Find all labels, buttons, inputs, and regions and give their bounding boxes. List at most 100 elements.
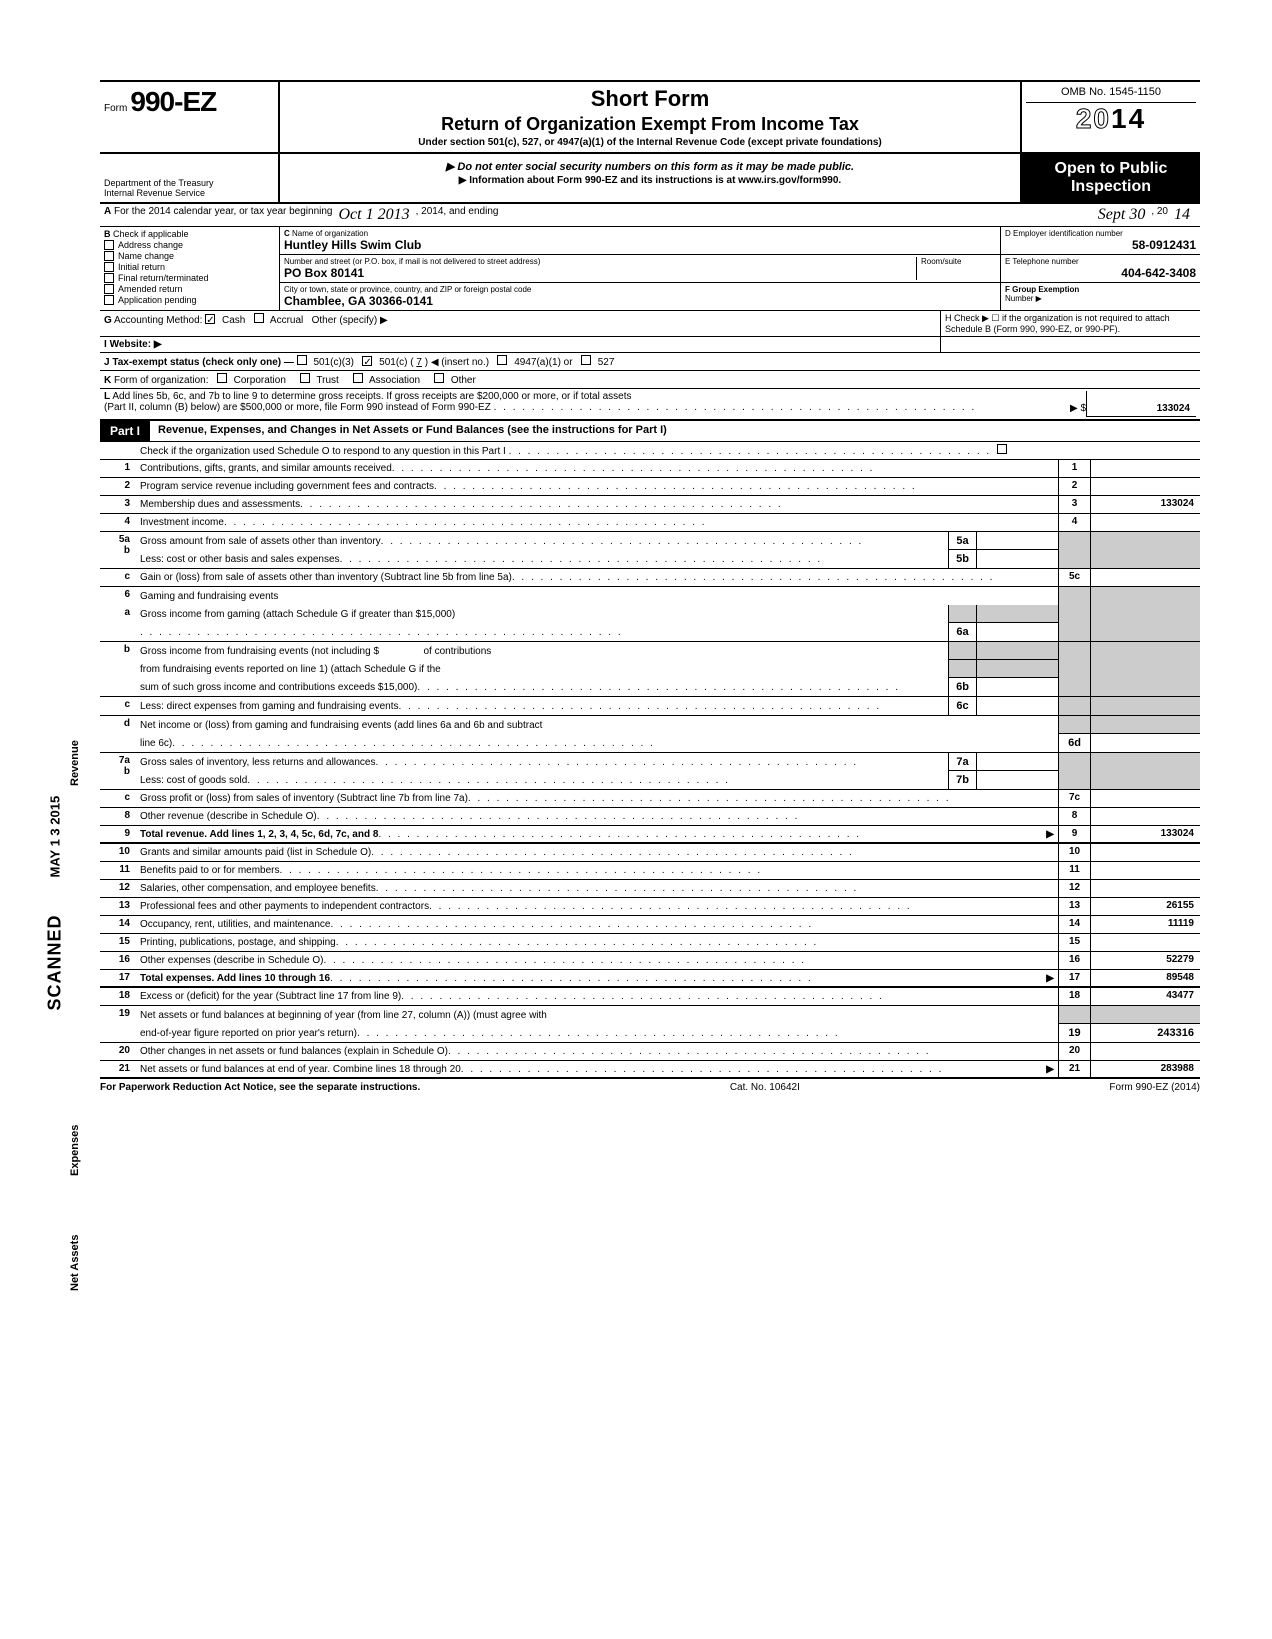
netassets-label: Net Assets: [69, 1235, 81, 1291]
part1-header: Part I Revenue, Expenses, and Changes in…: [100, 421, 1200, 442]
line-16-amt: 52279: [1090, 952, 1200, 969]
line-11: 11 Benefits paid to or for members 11: [100, 862, 1200, 880]
col-c: C Name of organization Huntley Hills Swi…: [280, 227, 1200, 310]
line-14-amt: 11119: [1090, 916, 1200, 933]
cb-501c[interactable]: [362, 356, 372, 366]
part1-title: Revenue, Expenses, and Changes in Net As…: [150, 421, 1200, 441]
header-right: OMB No. 1545-1150 2014: [1020, 82, 1200, 152]
section-bcdef: B Check if applicable Address change Nam…: [100, 227, 1200, 311]
line-17-amt: 89548: [1090, 970, 1200, 986]
row-j: J Tax-exempt status (check only one) — 5…: [100, 353, 1200, 371]
line-6a: a Gross income from gaming (attach Sched…: [100, 605, 1200, 642]
line-18-amt: 43477: [1090, 988, 1200, 1005]
cb-cash[interactable]: [205, 314, 215, 324]
header-left: Form 990-EZ: [100, 82, 280, 152]
line-4: 4 Investment income 4: [100, 514, 1200, 532]
row-i: I Website: ▶: [100, 337, 1200, 353]
line-9-amt: 133024: [1090, 826, 1200, 842]
line-15: 15 Printing, publications, postage, and …: [100, 934, 1200, 952]
line-19: 19 Net assets or fund balances at beginn…: [100, 1006, 1200, 1043]
line-1: 1 Contributions, gifts, grants, and simi…: [100, 460, 1200, 478]
line-3: 3 Membership dues and assessments 3 1330…: [100, 496, 1200, 514]
footer: For Paperwork Reduction Act Notice, see …: [100, 1079, 1200, 1096]
header-row: Form 990-EZ Short Form Return of Organiz…: [100, 80, 1200, 154]
row-a: A For the 2014 calendar year, or tax yea…: [100, 204, 1200, 227]
cb-assoc[interactable]: [353, 373, 363, 383]
line-16: 16 Other expenses (describe in Schedule …: [100, 952, 1200, 970]
line-2: 2 Program service revenue including gove…: [100, 478, 1200, 496]
cb-amended-return[interactable]: Amended return: [104, 284, 275, 294]
line-8: 8 Other revenue (describe in Schedule O)…: [100, 808, 1200, 826]
revenue-label: Revenue: [69, 740, 81, 786]
cb-other[interactable]: [434, 373, 444, 383]
line-21-amt: 283988: [1090, 1061, 1200, 1077]
line-3-amt: 133024: [1090, 496, 1200, 513]
phone-label: E Telephone number: [1005, 257, 1196, 266]
city-value: Chamblee, GA 30366-0141: [284, 294, 996, 308]
cb-name-change[interactable]: Name change: [104, 251, 275, 261]
row-l: L Add lines 5b, 6c, and 7b to line 9 to …: [100, 389, 1200, 421]
cb-application-pending[interactable]: Application pending: [104, 295, 275, 305]
tax-year: 2014: [1026, 103, 1196, 135]
line-14: 14 Occupancy, rent, utilities, and maint…: [100, 916, 1200, 934]
cb-final-return[interactable]: Final return/terminated: [104, 273, 275, 283]
row2: Department of the Treasury Internal Reve…: [100, 154, 1200, 204]
line-6: 6 Gaming and fundraising events: [100, 587, 1200, 605]
line-6d: d Net income or (loss) from gaming and f…: [100, 716, 1200, 753]
form-990ez: Form 990-EZ Short Form Return of Organiz…: [100, 80, 1200, 1096]
line-5ab: 5ab Gross amount from sale of assets oth…: [100, 532, 1200, 569]
line-21: 21 Net assets or fund balances at end of…: [100, 1061, 1200, 1079]
line-17: 17 Total expenses. Add lines 10 through …: [100, 970, 1200, 988]
org-name: Huntley Hills Swim Club: [284, 238, 996, 252]
line-6c: c Less: direct expenses from gaming and …: [100, 697, 1200, 716]
ein-label: D Employer identification number: [1005, 229, 1196, 238]
row-k: K Form of organization: Corporation Trus…: [100, 371, 1200, 389]
col-b: B Check if applicable Address change Nam…: [100, 227, 280, 310]
cb-4947[interactable]: [497, 355, 507, 365]
cb-trust[interactable]: [300, 373, 310, 383]
info-about: ▶ Information about Form 990-EZ and its …: [286, 175, 1014, 186]
part1-check: Check if the organization used Schedule …: [100, 442, 1200, 460]
line-5c: c Gain or (loss) from sale of assets oth…: [100, 569, 1200, 587]
line-13: 13 Professional fees and other payments …: [100, 898, 1200, 916]
begin-date-handwritten: Oct 1 2013: [339, 206, 410, 224]
cb-527[interactable]: [581, 355, 591, 365]
header-mid: Short Form Return of Organization Exempt…: [280, 82, 1020, 152]
ein-value: 58-0912431: [1005, 238, 1196, 252]
h-check: H Check ▶ ☐ if the organization is not r…: [940, 311, 1200, 336]
line-9: 9 Total revenue. Add lines 1, 2, 3, 4, 5…: [100, 826, 1200, 844]
cb-accrual[interactable]: [254, 313, 264, 323]
line-13-amt: 26155: [1090, 898, 1200, 915]
cb-schedule-o[interactable]: [997, 444, 1007, 454]
line-7ab: 7ab Gross sales of inventory, less retur…: [100, 753, 1200, 790]
short-form-title: Short Form: [288, 86, 1012, 112]
do-not-enter: ▶ Do not enter social security numbers o…: [286, 160, 1014, 173]
cb-501c3[interactable]: [297, 355, 307, 365]
form-prefix: Form: [104, 103, 127, 114]
end-date-handwritten: Sept 30: [1098, 206, 1146, 224]
row2-mid: ▶ Do not enter social security numbers o…: [280, 154, 1020, 202]
cb-initial-return[interactable]: Initial return: [104, 262, 275, 272]
phone-value: 404-642-3408: [1005, 266, 1196, 280]
line-6b: b Gross income from fundraising events (…: [100, 642, 1200, 697]
part1-label: Part I: [100, 421, 150, 441]
address-value: PO Box 80141: [284, 266, 916, 280]
line-19-amt: 243316: [1091, 1024, 1200, 1042]
form-number: 990-EZ: [130, 86, 216, 117]
expenses-label: Expenses: [69, 1125, 81, 1176]
return-title: Return of Organization Exempt From Incom…: [288, 114, 1012, 135]
cb-corp[interactable]: [217, 373, 227, 383]
cb-address-change[interactable]: Address change: [104, 240, 275, 250]
gross-receipts: 133024: [1086, 391, 1196, 417]
open-inspection: Open to Public Inspection: [1020, 154, 1200, 202]
under-section: Under section 501(c), 527, or 4947(a)(1)…: [288, 137, 1012, 148]
row-gh: G Accounting Method: Cash Accrual Other …: [100, 311, 1200, 337]
line-18: 18 Excess or (deficit) for the year (Sub…: [100, 988, 1200, 1006]
may-stamp: MAY 1 3 2015: [48, 796, 63, 878]
omb-number: OMB No. 1545-1150: [1026, 86, 1196, 103]
line-10: 10 Grants and similar amounts paid (list…: [100, 844, 1200, 862]
line-7c: c Gross profit or (loss) from sales of i…: [100, 790, 1200, 808]
dept-treasury: Department of the Treasury Internal Reve…: [100, 154, 280, 202]
scanned-stamp: SCANNED: [45, 914, 66, 1010]
line-20: 20 Other changes in net assets or fund b…: [100, 1043, 1200, 1061]
